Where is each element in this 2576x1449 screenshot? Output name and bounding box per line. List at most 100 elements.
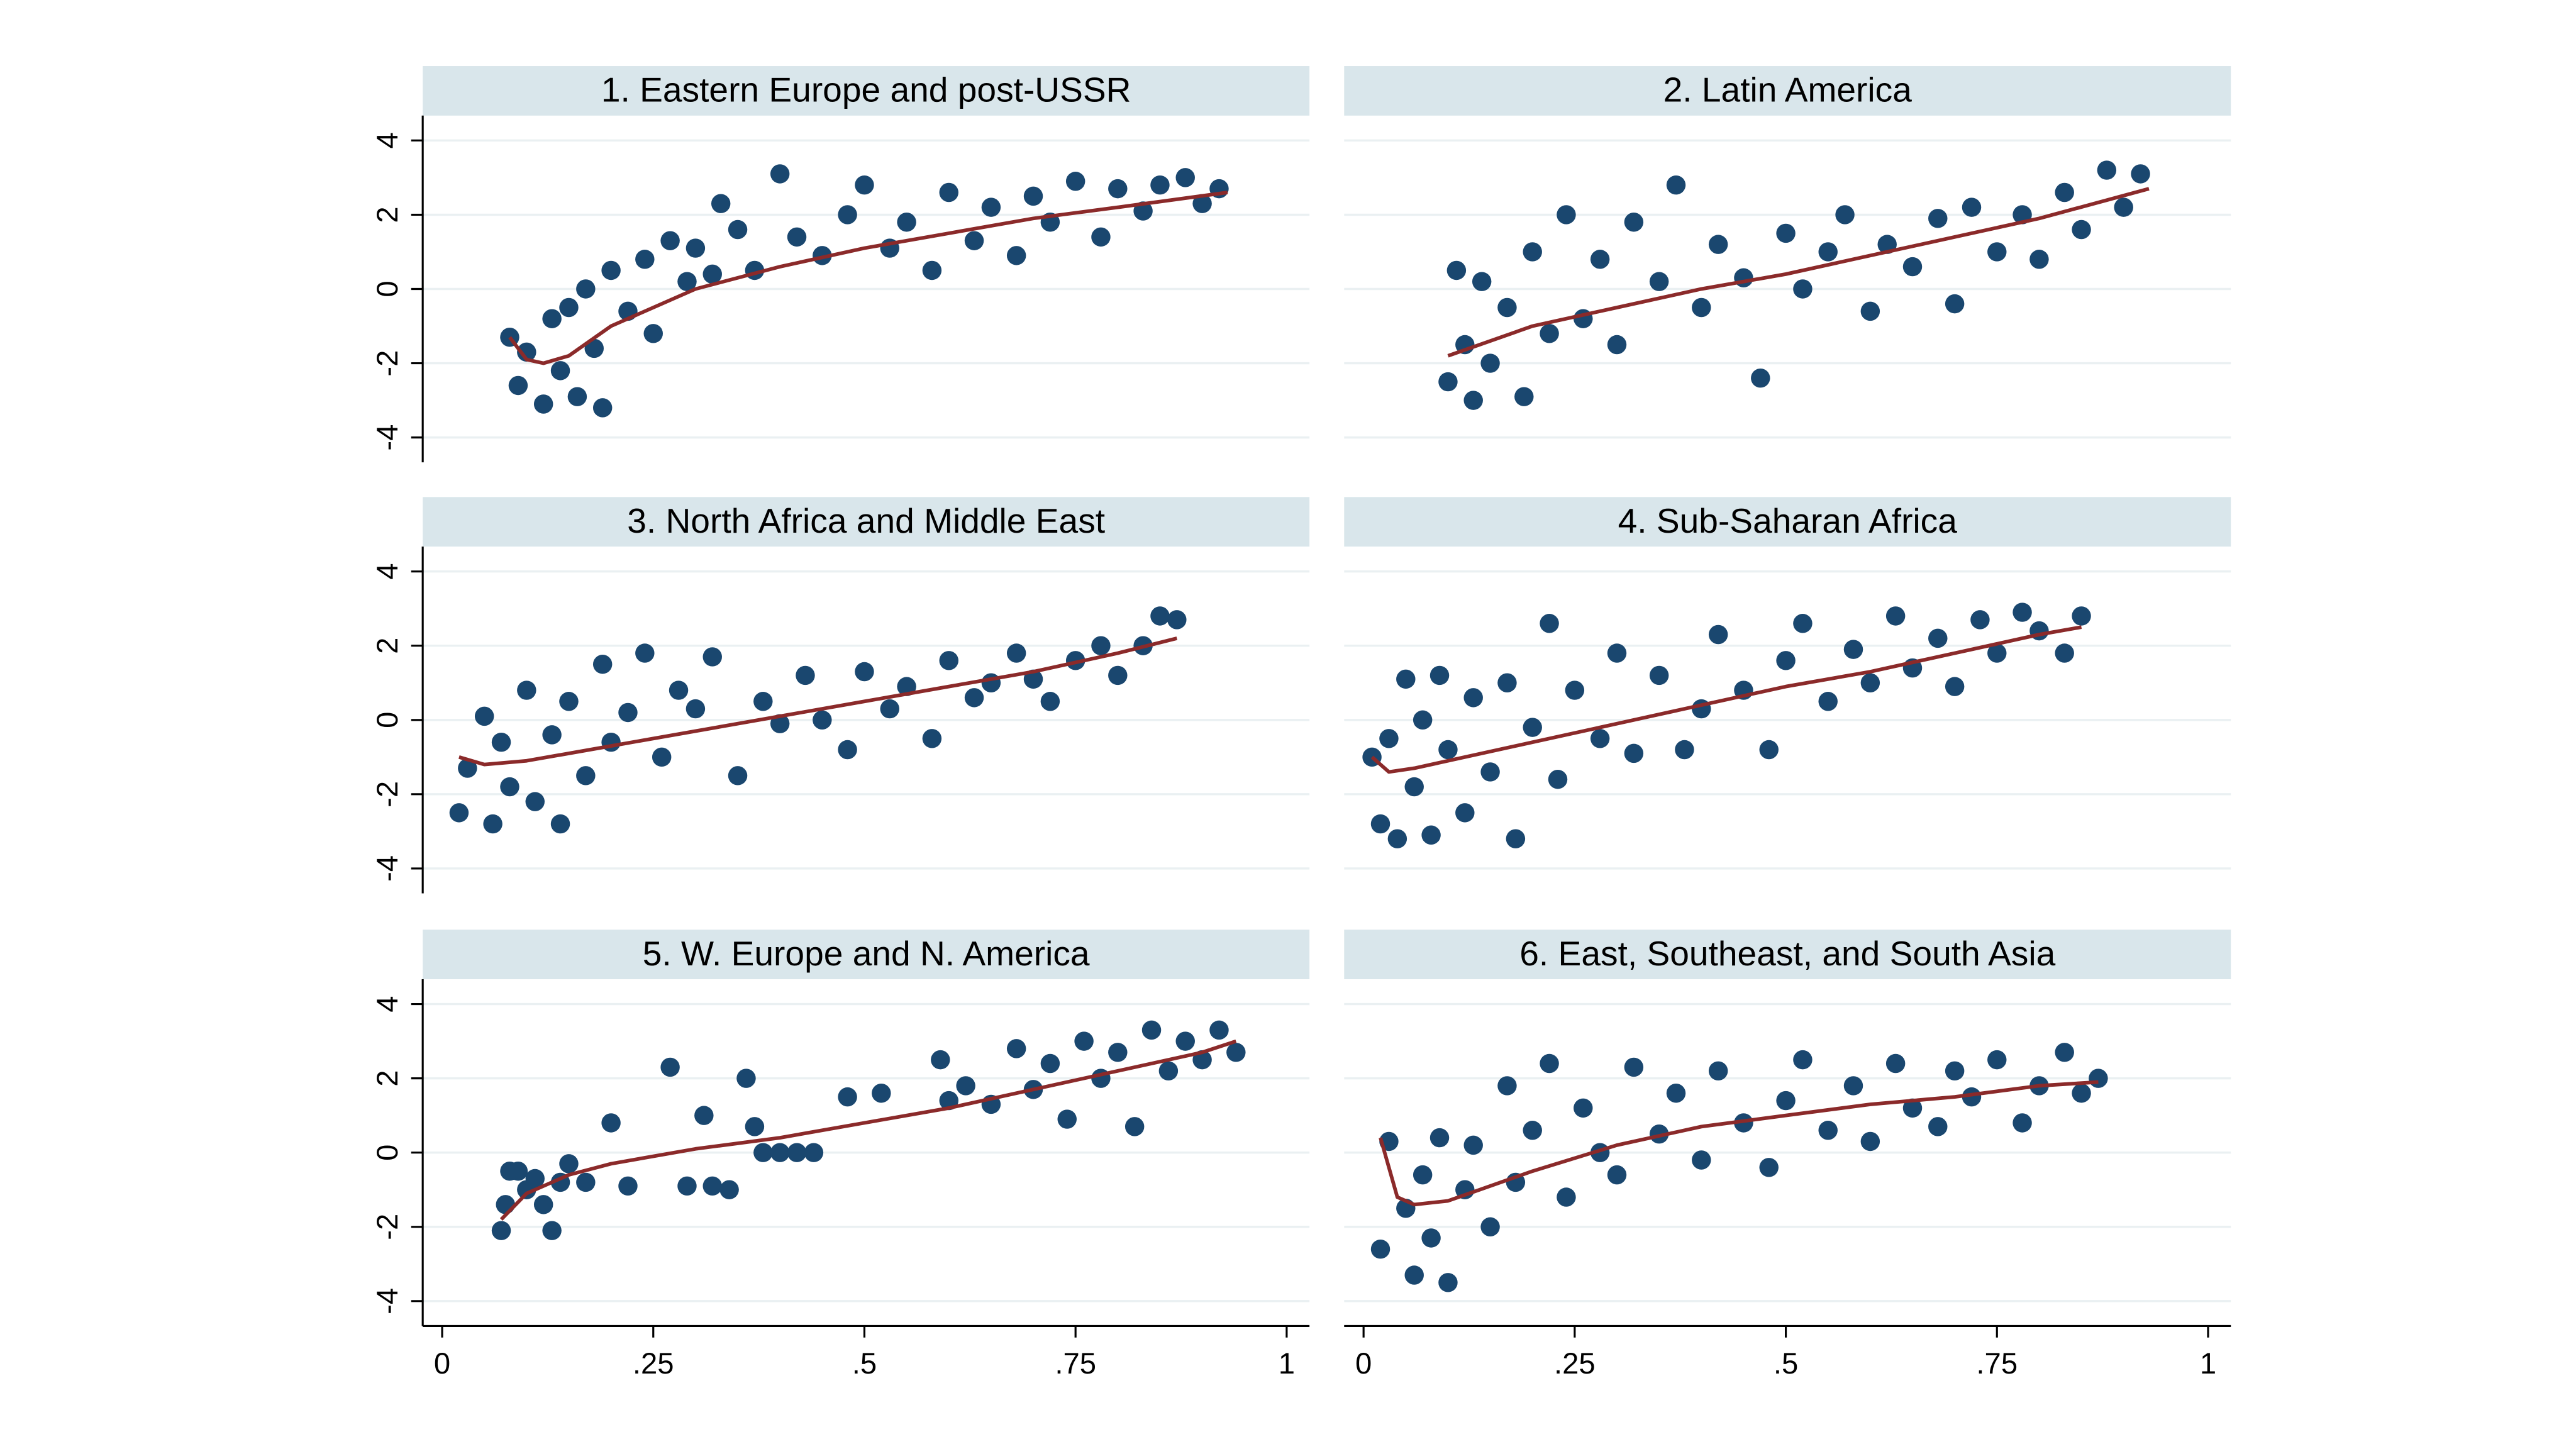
scatter-point <box>542 309 562 328</box>
scatter-point <box>1759 740 1779 760</box>
scatter-point <box>1624 743 1644 763</box>
scatter-point <box>931 1050 950 1070</box>
scatter-point <box>838 1087 857 1107</box>
scatter-point <box>660 231 680 250</box>
scatter-point <box>1430 665 1450 686</box>
scatter-point <box>1548 770 1568 789</box>
scatter-point <box>1860 673 1880 692</box>
scatter-point <box>1175 1031 1195 1051</box>
scatter-point <box>474 706 494 726</box>
scatter-point <box>1590 729 1610 748</box>
y-tick-label: 0 <box>371 1145 404 1161</box>
scatter-point <box>1624 212 1644 232</box>
x-tick-label: .5 <box>1774 1347 1798 1380</box>
panel-title: 3. North Africa and Middle East <box>627 501 1105 540</box>
scatter-point <box>964 231 984 250</box>
scatter-point <box>1446 260 1467 280</box>
scatter-point <box>1438 1273 1458 1292</box>
scatter-point <box>576 1172 596 1192</box>
scatter-point <box>1557 1187 1576 1207</box>
scatter-point <box>1649 665 1669 686</box>
y-tick-label: -2 <box>371 1214 404 1240</box>
scatter-point <box>1987 643 2007 663</box>
scatter-point <box>1040 1053 1060 1074</box>
scatter-point <box>1928 1117 1948 1136</box>
scatter-point <box>1962 197 1982 217</box>
scatter-point <box>1902 1098 1923 1118</box>
fit-line <box>1447 187 2150 358</box>
scatter-point <box>1413 1165 1433 1185</box>
scatter-point <box>1463 1135 1483 1155</box>
scatter-point <box>1040 692 1060 711</box>
scatter-point <box>1793 1050 1813 1070</box>
scatter-point <box>1514 387 1534 406</box>
x-tick-label: .25 <box>633 1347 674 1380</box>
scatter-point <box>677 1176 697 1196</box>
scatter-point <box>1523 242 1542 262</box>
scatter-point <box>1540 1053 1559 1074</box>
scatter-point <box>2072 219 2091 240</box>
scatter-point <box>1843 640 1863 659</box>
scatter-point <box>533 1195 553 1214</box>
scatter-point <box>702 1176 722 1196</box>
scatter-point <box>686 238 706 258</box>
scatter-point <box>449 803 469 823</box>
scatter-point <box>964 688 984 708</box>
y-tick-label: 4 <box>371 563 404 579</box>
scatter-point <box>711 194 731 213</box>
scatter-point <box>855 662 874 682</box>
scatter-point <box>1413 710 1433 730</box>
scatter-point <box>855 175 874 195</box>
scatter-point <box>922 260 942 280</box>
x-tick-label: .75 <box>1976 1347 2018 1380</box>
scatter-point <box>813 710 832 730</box>
scatter-point <box>770 1143 790 1162</box>
scatter-point <box>525 1169 545 1189</box>
scatter-point <box>1379 729 1399 748</box>
panel-title: 2. Latin America <box>1663 70 1913 109</box>
scatter-point <box>1497 297 1517 318</box>
scatter-point <box>1607 1165 1627 1185</box>
y-tick-label: 2 <box>371 638 404 654</box>
scatter-point <box>1885 1053 1906 1074</box>
panel-strip <box>423 66 1310 116</box>
scatter-point <box>618 702 638 723</box>
scatter-point <box>728 219 748 240</box>
scatter-point <box>1438 740 1458 760</box>
scatter-point <box>517 342 536 362</box>
plot-marks <box>500 164 1229 418</box>
y-tick-label: -4 <box>371 855 404 882</box>
scatter-point <box>1226 1043 1246 1062</box>
scatter-point <box>1818 692 1838 711</box>
fit-line <box>508 191 1228 365</box>
panel-strip <box>1344 66 2231 116</box>
scatter-point <box>1057 1109 1077 1129</box>
scatter-point <box>491 1221 511 1240</box>
scatter-point <box>1006 246 1026 265</box>
scatter-point <box>1776 223 1796 243</box>
scatter-point <box>2055 1043 2074 1062</box>
scatter-point <box>838 740 857 760</box>
scatter-point <box>635 250 655 269</box>
scatter-point <box>1209 1020 1229 1040</box>
x-tick-label: .25 <box>1554 1347 1596 1380</box>
scatter-point <box>1708 625 1728 645</box>
scatter-point <box>559 1154 579 1174</box>
scatter-point <box>1404 777 1424 797</box>
scatter-point <box>1023 186 1043 206</box>
scatter-point <box>1497 673 1517 692</box>
scatter-point <box>1708 235 1728 254</box>
scatter-point <box>2114 197 2133 217</box>
scatter-point <box>458 758 477 778</box>
scatter-point <box>1607 643 1627 663</box>
panel-title: 6. East, Southeast, and South Asia <box>1519 934 2055 973</box>
scatter-point <box>643 324 663 343</box>
scatter-point <box>1818 1121 1838 1140</box>
scatter-point <box>1902 257 1923 277</box>
scatter-point <box>1480 353 1500 373</box>
scatter-point <box>601 260 621 280</box>
scatter-point <box>550 361 570 380</box>
scatter-point <box>1692 297 1711 318</box>
